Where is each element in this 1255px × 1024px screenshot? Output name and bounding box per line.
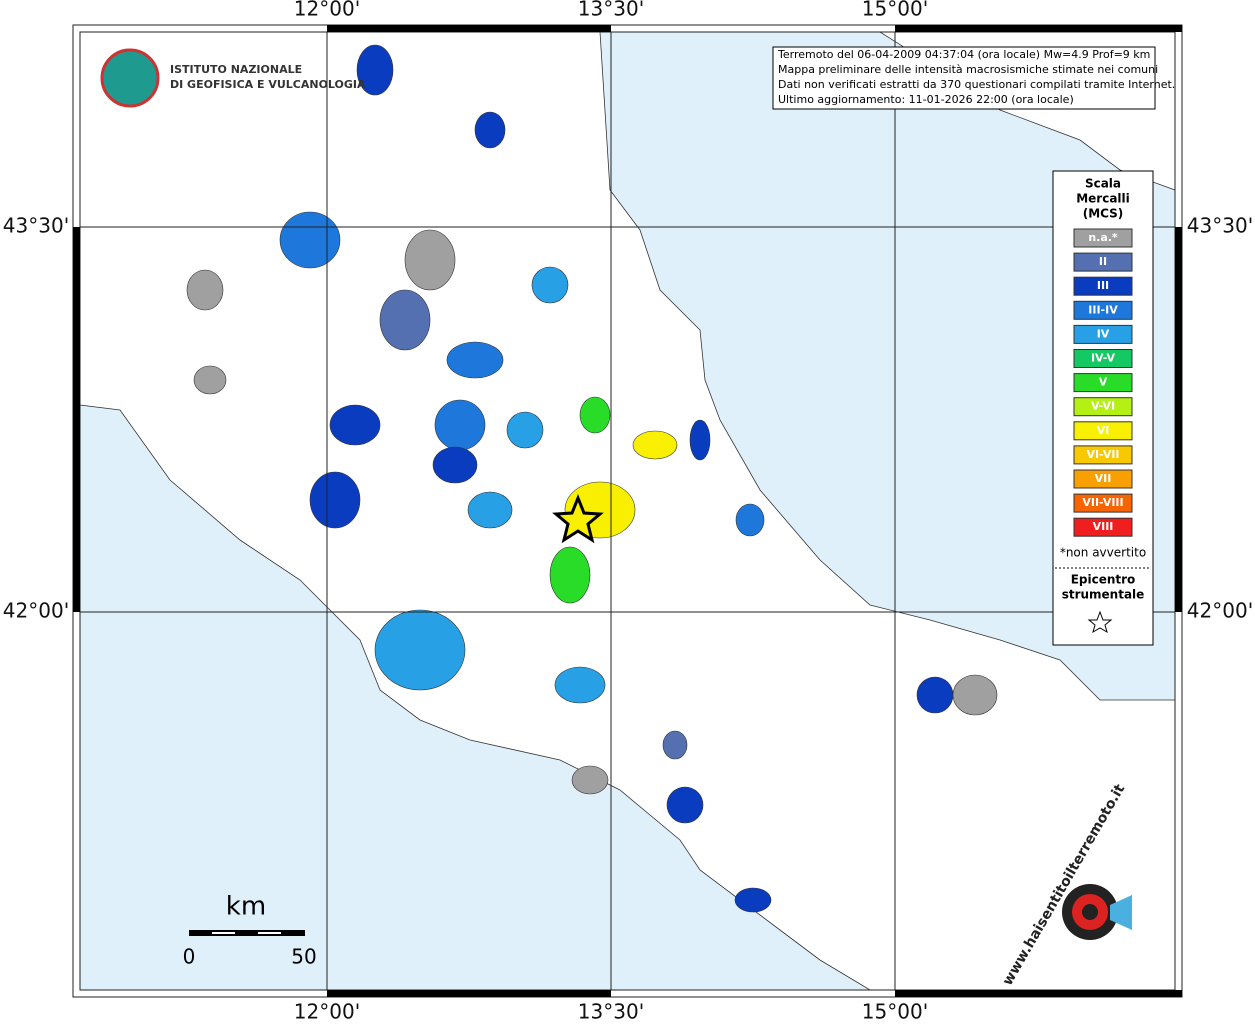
legend-label: VIII: [1093, 520, 1114, 533]
legend-swatch: [1073, 252, 1133, 272]
latitude-label: 42°00': [3, 599, 69, 623]
longitude-label: 15°00': [862, 0, 928, 21]
legend-label: III: [1097, 279, 1109, 292]
logo-text: ISTITUTO NAZIONALE: [170, 63, 302, 76]
longitude-label: 15°00': [862, 1000, 928, 1024]
legend-swatch: [1073, 421, 1133, 441]
legend-label: V: [1099, 376, 1108, 389]
scale-unit: km: [226, 892, 266, 922]
legend-label: II: [1099, 255, 1107, 268]
legend-epicenter: strumentale: [1062, 588, 1145, 602]
legend-epicenter: Epicentro: [1071, 573, 1136, 587]
legend-label: VI-VII: [1086, 448, 1119, 461]
legend-swatch: [1073, 324, 1133, 344]
legend-label: n.a.*: [1088, 231, 1118, 244]
logo-text: DI GEOFISICA E VULCANOLOGIA: [170, 78, 366, 91]
legend-title: Scala: [1085, 177, 1121, 191]
legend-swatch: [1073, 228, 1133, 248]
longitude-label: 12°00': [294, 1000, 360, 1024]
epicenter-star: [552, 493, 604, 544]
graticule: [80, 32, 1175, 990]
ingv-logo: ISTITUTO NAZIONALE DI GEOFISICA E VULCAN…: [100, 48, 366, 108]
scale-label: 0: [183, 945, 196, 969]
info-line: Dati non verificati estratti da 370 ques…: [778, 78, 1175, 91]
legend-swatch: [1073, 373, 1133, 393]
legend-label: VII-VIII: [1082, 496, 1123, 509]
longitude-label: 13°30': [578, 0, 644, 21]
legend-swatch: [1073, 397, 1133, 417]
latitude-label: 43°30': [3, 214, 69, 238]
municipalities: [186, 44, 998, 913]
legend-swatch: [1073, 469, 1133, 489]
legend-swatch: [1073, 300, 1133, 320]
legend-note: *non avvertito: [1060, 546, 1146, 560]
legend-swatch: [1073, 349, 1133, 368]
legend-title: Mercalli: [1076, 192, 1130, 206]
legend-label: V-VI: [1091, 400, 1115, 413]
info-line: Terremoto del 06-04-2009 04:37:04 (ora l…: [777, 48, 1150, 61]
legend-title: (MCS): [1083, 207, 1124, 221]
info-box: [772, 46, 1156, 110]
longitude-label: 13°30': [578, 1000, 644, 1024]
latitude-label: 42°00': [1187, 599, 1253, 623]
scale-label: 50: [291, 945, 316, 969]
longitude-label: 12°00': [294, 0, 360, 21]
legend-label: VII: [1095, 472, 1112, 485]
legend-swatch: [1073, 445, 1133, 465]
legend-swatch: [1073, 517, 1133, 537]
legend-label: IV: [1097, 327, 1110, 340]
scale-bar: km 0 50: [183, 892, 317, 969]
legend: ScalaMercalli(MCS)n.a.*IIIIIIII-IVIVIV-V…: [1052, 170, 1154, 646]
legend-label: IV-V: [1091, 352, 1116, 365]
info-line: Mappa preliminare delle intensità macros…: [778, 63, 1158, 76]
legend-label: III-IV: [1088, 303, 1118, 316]
legend-swatch: [1073, 493, 1133, 513]
legend-label: VI: [1097, 424, 1110, 437]
latitude-label: 43°30': [1187, 214, 1253, 238]
legend-swatch: [1073, 276, 1133, 296]
info-line: Ultimo aggiornamento: 11-01-2026 22:00 (…: [778, 93, 1074, 106]
frame: [72, 24, 1183, 998]
